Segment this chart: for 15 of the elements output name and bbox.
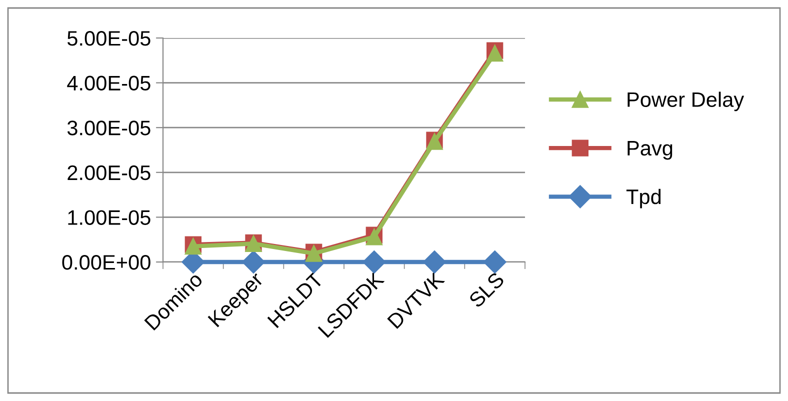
point xyxy=(362,250,386,274)
legend-label: Tpd xyxy=(626,188,661,208)
point xyxy=(486,44,504,62)
y-tick-label: 0.00E+00 xyxy=(62,255,150,270)
y-tick-label: 3.00E-05 xyxy=(67,120,150,136)
y-tick-label: 5.00E-05 xyxy=(67,31,150,46)
y-tick-label: 4.00E-05 xyxy=(67,76,150,91)
y-tick-label: 1.00E-05 xyxy=(68,210,150,225)
point xyxy=(483,250,506,274)
point xyxy=(423,250,446,274)
legend-label: Power Delay xyxy=(628,92,744,112)
x-tick-label: SLS xyxy=(468,271,505,308)
y-tick-label: 2.00E-05 xyxy=(68,165,150,180)
legend-label: Pavg xyxy=(628,141,672,160)
point xyxy=(242,250,265,274)
